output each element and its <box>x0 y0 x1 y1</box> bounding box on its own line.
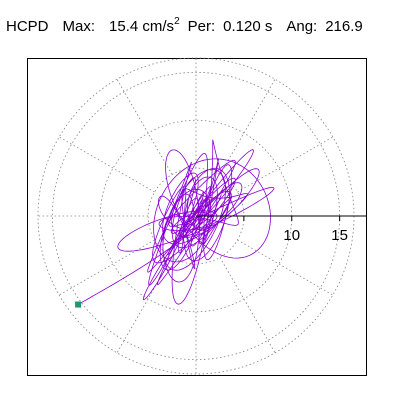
chart-title: HCPD Max: 15.4 cm/s2 Per: 0.120 s Ang: 216.9 <box>6 16 363 35</box>
ang-label: Ang: <box>286 18 318 35</box>
plot-frame <box>27 58 367 376</box>
acceleration-trace <box>77 139 275 305</box>
grid-spoke-210 <box>58 239 155 296</box>
trace-layer <box>75 139 275 308</box>
grid-spoke-300 <box>219 257 276 354</box>
radial-tick-label-10: 10 <box>283 227 300 244</box>
grid-spoke-30 <box>237 136 334 193</box>
grid-spoke-330 <box>237 239 334 296</box>
grid-spoke-120 <box>116 78 173 175</box>
per-value: 0.120 s <box>223 18 273 35</box>
max-label: Max: <box>62 18 96 35</box>
grid-spoke-150 <box>58 136 155 193</box>
end-marker <box>75 301 82 308</box>
ang-value: 216.9 <box>325 18 363 35</box>
max-exponent: 2 <box>174 16 180 27</box>
per-label: Per: <box>187 18 216 35</box>
radial-axis: 10 15 <box>196 215 367 244</box>
radial-tick-label-15: 15 <box>331 227 348 244</box>
app-label: HCPD <box>6 18 49 35</box>
max-value: 15.4 cm/s <box>109 18 175 35</box>
